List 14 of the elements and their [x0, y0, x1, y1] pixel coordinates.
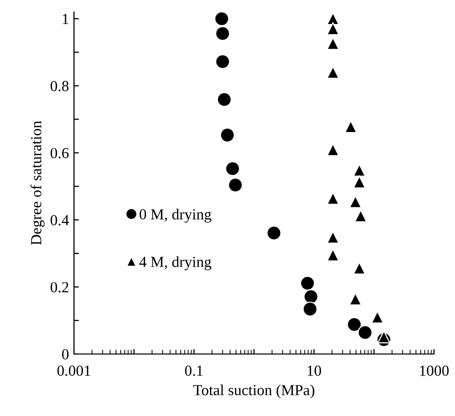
x-tick-label: 0.1 [185, 366, 203, 376]
y-tick-label: 0.6 [50, 148, 69, 158]
x-tick-label: 10 [308, 366, 322, 376]
x-tick-label: 0.001 [57, 366, 90, 376]
y-tick-label: 1 [62, 14, 68, 24]
y-tick-label: 0.8 [50, 80, 69, 92]
legend-label: 4 M, drying [139, 256, 212, 270]
x-tick-label: 1000 [420, 366, 449, 376]
y-axis-title: Degree of saturation [30, 120, 44, 245]
y-tick-label: 0 [62, 349, 69, 360]
legend-label: 0 M, drying [140, 208, 212, 223]
y-tick-label: 0.2 [50, 282, 68, 292]
y-tick-label: 0.4 [50, 215, 69, 226]
x-axis-title: Total suction (MPa) [193, 384, 314, 398]
